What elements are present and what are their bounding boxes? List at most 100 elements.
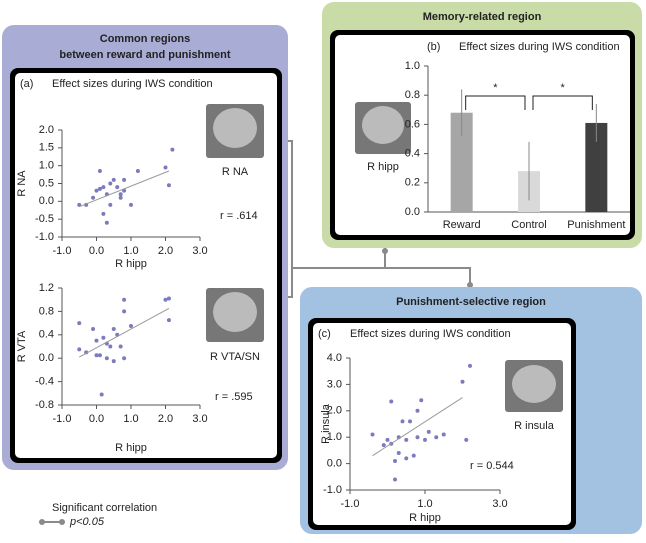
dot	[467, 282, 473, 288]
point	[163, 297, 168, 302]
point	[118, 344, 123, 349]
x-tick-label: -1.0	[53, 245, 72, 257]
point	[108, 202, 113, 207]
region-label: R NA	[222, 166, 249, 178]
point	[97, 186, 102, 191]
point	[122, 177, 127, 182]
y-tick-label: 0.5	[39, 177, 54, 189]
point	[385, 437, 390, 442]
point	[396, 451, 401, 456]
legend-dot	[39, 519, 45, 525]
y-tick-label: 1.0	[327, 431, 342, 443]
significance-bracket	[532, 95, 593, 110]
plot-bg	[335, 35, 630, 235]
y-tick-label: -0.8	[35, 399, 54, 411]
point	[111, 326, 116, 331]
x-axis-label: R hipp	[409, 512, 441, 524]
point	[166, 183, 171, 188]
point	[129, 202, 133, 207]
trendline	[372, 397, 463, 457]
annotation: r = .614	[220, 210, 258, 222]
plot-bg	[15, 73, 277, 458]
brain-image	[512, 365, 556, 403]
annotation: r = 0.544	[470, 460, 514, 472]
x-tick-label: 2.0	[158, 245, 173, 257]
point	[389, 399, 394, 404]
x-tick-label: 1.0	[123, 413, 138, 425]
point	[101, 211, 106, 216]
point	[94, 188, 99, 193]
x-tick-label: 2.0	[158, 413, 173, 425]
x-axis-label: R hipp	[115, 258, 147, 270]
y-tick-label: 0.0	[405, 206, 420, 218]
point	[460, 379, 465, 384]
point	[426, 429, 431, 434]
x-tick-label: 3.0	[192, 245, 207, 257]
point	[468, 363, 472, 368]
point	[115, 185, 120, 190]
point	[404, 456, 409, 461]
brain-image	[213, 292, 257, 332]
point	[108, 344, 113, 349]
point	[129, 324, 133, 329]
point	[91, 195, 96, 200]
y-tick-label: 0.4	[405, 148, 420, 160]
brain-images	[206, 102, 563, 412]
y-axis-label: R insula	[320, 403, 332, 444]
x-tick-label: 3.0	[492, 498, 507, 510]
point	[370, 432, 375, 437]
point	[415, 435, 420, 440]
point	[122, 297, 127, 302]
point	[111, 359, 116, 364]
y-tick-label: -1.0	[323, 484, 342, 496]
point	[101, 185, 106, 190]
panel-label: (b)	[427, 41, 440, 53]
x-tick-label: -1.0	[341, 498, 360, 510]
panel-title: Memory-related region	[423, 11, 542, 23]
x-tick-label: Reward	[443, 219, 481, 231]
region-label: R hipp	[367, 161, 399, 173]
panel-label: (a)	[20, 78, 33, 90]
point	[94, 353, 99, 358]
point	[423, 437, 427, 442]
region-label: R VTA/SN	[210, 351, 260, 363]
y-tick-label: 0.8	[405, 89, 420, 101]
point	[166, 318, 171, 323]
legend-label: p<0.05	[69, 516, 105, 528]
point	[101, 335, 106, 340]
y-axis-label: R NA	[16, 170, 28, 197]
x-tick-label: 0.0	[89, 413, 104, 425]
point	[91, 326, 96, 331]
y-tick-label: 1.0	[39, 160, 54, 172]
significance-bracket	[465, 95, 526, 110]
y-tick-label: 0.2	[405, 177, 420, 189]
point	[104, 356, 109, 361]
point	[170, 147, 175, 152]
point	[77, 347, 82, 352]
x-tick-label: 1.0	[123, 245, 138, 257]
point	[122, 356, 127, 361]
point	[166, 296, 171, 301]
legend-dot	[59, 519, 65, 525]
y-tick-label: 2.0	[327, 405, 342, 417]
chart-title: Effect sizes during IWS condition	[52, 78, 213, 90]
connector	[292, 248, 471, 287]
point	[441, 432, 446, 437]
y-tick-label: 0.0	[39, 352, 54, 364]
point	[111, 177, 116, 182]
chart-title: Effect sizes during IWS condition	[350, 328, 511, 340]
point	[118, 192, 123, 197]
significance-label: *	[561, 82, 566, 94]
point	[411, 453, 416, 458]
significance-label: *	[493, 82, 498, 94]
point	[97, 353, 102, 358]
x-tick-label: -1.0	[53, 413, 72, 425]
y-tick-label: -0.4	[35, 376, 54, 388]
point	[408, 419, 412, 424]
point	[122, 309, 127, 314]
y-tick-label: 0.8	[39, 305, 54, 317]
point	[400, 419, 405, 424]
bar	[585, 122, 608, 212]
y-tick-label: 2.0	[39, 124, 54, 136]
point	[393, 458, 397, 463]
